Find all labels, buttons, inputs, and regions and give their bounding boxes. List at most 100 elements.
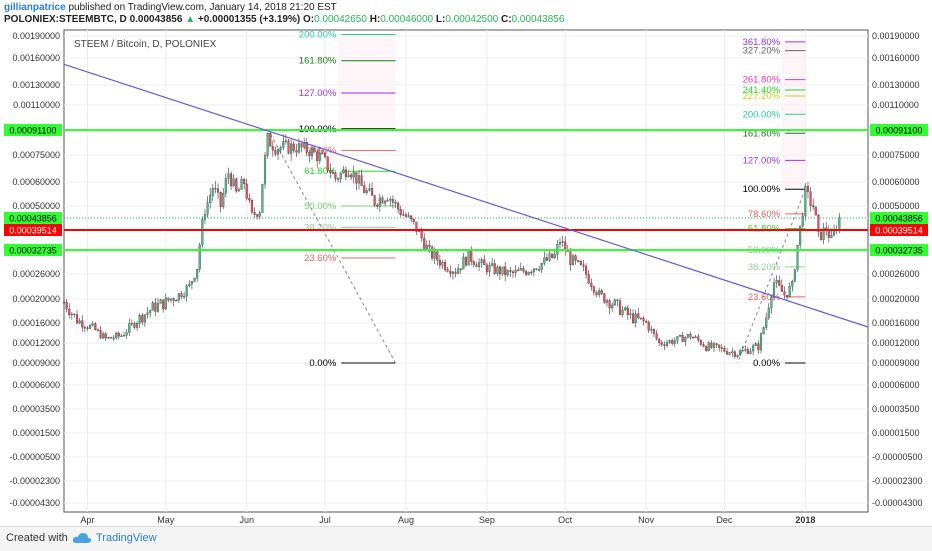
y-tick-label-right: -0.00000500 bbox=[872, 452, 923, 462]
candle-body bbox=[660, 342, 663, 345]
candle-body bbox=[605, 300, 609, 303]
candle-body bbox=[394, 202, 397, 204]
candle-body bbox=[446, 269, 449, 272]
candle-body bbox=[665, 342, 669, 346]
tradingview-cloud-icon bbox=[72, 533, 92, 543]
candle-body bbox=[156, 303, 160, 312]
candle-body bbox=[496, 266, 499, 274]
fib1-level-label: 0.00% bbox=[309, 358, 336, 369]
candle-body bbox=[765, 317, 768, 328]
candle-body bbox=[261, 183, 264, 213]
candle-body bbox=[697, 336, 700, 341]
y-tick-label-right: 0.00050000 bbox=[872, 201, 920, 211]
fib2-band bbox=[782, 90, 806, 96]
candle-body bbox=[133, 323, 136, 328]
candle-body bbox=[530, 271, 533, 274]
price-tag-right bbox=[870, 244, 928, 256]
candle-body bbox=[248, 198, 251, 201]
candle-body bbox=[94, 323, 97, 330]
candle-body bbox=[517, 269, 520, 272]
candle-body bbox=[462, 257, 465, 270]
candle-body bbox=[141, 314, 144, 323]
candle-body bbox=[470, 249, 473, 262]
candle-body bbox=[689, 334, 692, 338]
candle-body bbox=[600, 290, 603, 294]
candle-body bbox=[297, 143, 300, 153]
candle-body bbox=[485, 264, 488, 273]
candle-body bbox=[96, 329, 99, 331]
candle-body bbox=[720, 347, 723, 349]
candle-body bbox=[817, 214, 820, 232]
fib2-band bbox=[782, 133, 806, 161]
candle-body bbox=[804, 186, 807, 217]
candle-body bbox=[772, 282, 776, 298]
candle-body bbox=[386, 199, 389, 202]
price-tag-label-left: 0.00039514 bbox=[9, 226, 57, 236]
candle-body bbox=[62, 301, 66, 304]
candle-body bbox=[235, 178, 238, 192]
price-tag-label-right: 0.00043856 bbox=[875, 214, 923, 224]
candle-body bbox=[159, 299, 162, 304]
fib-retracements: 0.00% 23.60% 38.20% 50.00% 61.80% 78.60% 100.0… bbox=[267, 30, 806, 369]
candle-body bbox=[475, 264, 478, 267]
time-axis: Apr May Jun Jul Aug Sep Oct Nov Dec 2018 bbox=[80, 515, 815, 525]
candle-body bbox=[639, 317, 642, 320]
author-link[interactable]: gillianpatrice bbox=[4, 2, 66, 13]
candle-body bbox=[266, 132, 269, 156]
candle-body bbox=[438, 259, 441, 266]
candle-body bbox=[676, 336, 679, 341]
candle-body bbox=[209, 195, 212, 203]
price-chart[interactable]: 0.00% 23.60% 38.20% 50.00% 61.80% 78.60% 100.0… bbox=[0, 26, 932, 526]
x-tick-label: May bbox=[157, 515, 175, 525]
fib2-level-label: 38.20% bbox=[748, 262, 781, 273]
candle-body bbox=[725, 351, 729, 355]
candle-body bbox=[76, 314, 79, 324]
candle-body bbox=[104, 333, 107, 339]
candle-body bbox=[206, 202, 209, 215]
tradingview-brand-link[interactable]: TradingView bbox=[96, 532, 157, 544]
y-tick-label-right: -0.00004300 bbox=[872, 498, 923, 508]
candle-body bbox=[201, 219, 204, 246]
candle-body bbox=[603, 293, 606, 303]
candle-body bbox=[637, 313, 640, 319]
candle-body bbox=[337, 178, 340, 180]
candle-body bbox=[569, 251, 572, 266]
candle-body bbox=[415, 221, 418, 232]
candle-body bbox=[538, 269, 541, 271]
candle-body bbox=[250, 199, 253, 213]
fib2-band bbox=[782, 160, 806, 190]
candle-body bbox=[702, 344, 705, 347]
candle-body bbox=[574, 255, 577, 261]
candle-body bbox=[796, 245, 799, 270]
candle-body bbox=[705, 346, 708, 351]
candle-body bbox=[316, 151, 319, 161]
candle-body bbox=[548, 253, 551, 261]
candle-body bbox=[524, 271, 528, 275]
fib1-level-label: 161.80% bbox=[299, 56, 337, 67]
candle-body bbox=[370, 188, 374, 196]
candle-body bbox=[355, 172, 358, 184]
close-value: 0.00043856 bbox=[511, 14, 565, 25]
x-tick-label: Jul bbox=[319, 515, 331, 525]
candle-body bbox=[592, 286, 595, 293]
candle-body bbox=[723, 347, 726, 352]
candle-body bbox=[449, 270, 452, 274]
y-tick-label-left: 0.00050000 bbox=[12, 201, 60, 211]
y-tick-label-left: 0.00060000 bbox=[12, 177, 60, 187]
candle-body bbox=[770, 297, 773, 309]
candle-body bbox=[522, 268, 525, 272]
candle-body bbox=[378, 197, 381, 207]
candle-body bbox=[410, 215, 413, 220]
candle-body bbox=[269, 132, 272, 147]
candle-body bbox=[112, 337, 115, 340]
symbol-name: POLONIEX:STEEMBTC, D bbox=[4, 14, 127, 25]
candle-body bbox=[245, 183, 248, 199]
candle-body bbox=[115, 332, 118, 339]
price-tag-label-left: 0.00091100 bbox=[10, 126, 57, 136]
price-tag-label-left: 0.00032735 bbox=[9, 246, 57, 256]
overlay-lines bbox=[63, 63, 869, 328]
price-tag-left bbox=[4, 212, 62, 224]
candle-body bbox=[571, 255, 575, 266]
candle-body bbox=[164, 297, 167, 310]
candle-body bbox=[68, 308, 71, 315]
